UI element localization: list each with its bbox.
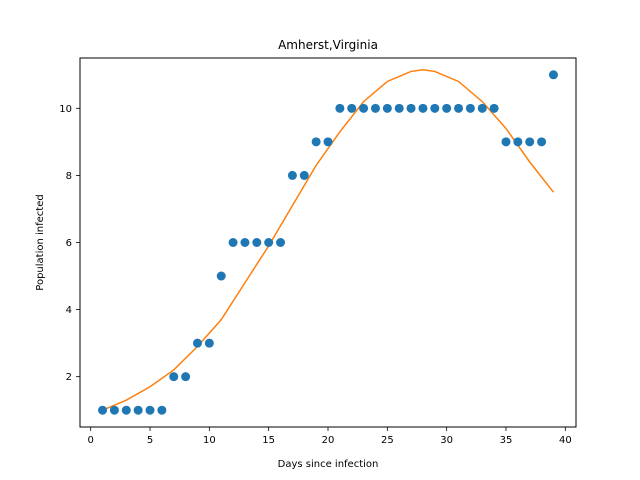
data-point (489, 103, 499, 113)
data-point (335, 103, 345, 113)
plot-content (98, 68, 558, 415)
x-tick-label: 10 (203, 435, 216, 446)
y-tick-label: 6 (66, 238, 72, 249)
data-point (465, 103, 475, 113)
data-point (548, 70, 558, 80)
y-axis-label: Population infected (35, 194, 46, 290)
data-point (181, 372, 191, 382)
data-point (276, 238, 286, 247)
data-point (323, 137, 333, 147)
data-point (252, 238, 262, 247)
x-tick-label: 20 (322, 435, 335, 446)
data-point (169, 372, 179, 382)
data-point (204, 338, 214, 348)
data-point (109, 405, 119, 415)
data-point (501, 137, 511, 147)
data-point (121, 405, 131, 415)
x-tick-label: 35 (500, 435, 513, 446)
x-axis-ticks: 0 5 10 15 20 25 30 35 40 (87, 427, 572, 446)
data-point (287, 170, 297, 180)
x-tick-label: 0 (87, 435, 93, 446)
data-point (442, 103, 452, 113)
data-point (264, 238, 274, 247)
data-point (370, 103, 380, 113)
data-point (454, 103, 464, 113)
data-point (347, 103, 357, 113)
fit-line (102, 68, 555, 411)
x-tick-label: 5 (147, 435, 153, 446)
data-point (240, 238, 250, 247)
y-tick-label: 10 (59, 104, 72, 115)
y-tick-label: 4 (66, 305, 72, 316)
data-point (430, 103, 440, 113)
chart-title: Amherst,Virginia (278, 38, 378, 52)
data-point (192, 338, 202, 348)
data-point (228, 238, 238, 247)
data-point (145, 405, 155, 415)
data-point (525, 137, 535, 147)
data-point (537, 137, 547, 147)
x-tick-label: 15 (262, 435, 275, 446)
data-point (157, 405, 167, 415)
data-point (98, 405, 108, 415)
data-point (299, 170, 309, 180)
x-axis-label: Days since infection (278, 459, 379, 470)
y-axis-ticks: 2 4 6 8 10 (59, 104, 80, 383)
data-point (406, 103, 416, 113)
data-point (477, 103, 487, 113)
y-tick-label: 8 (66, 171, 72, 182)
data-point (513, 137, 523, 147)
x-tick-label: 40 (559, 435, 572, 446)
data-point (133, 405, 143, 415)
data-point (382, 103, 392, 113)
data-point (359, 103, 369, 113)
data-point (394, 103, 404, 113)
data-point (216, 271, 226, 281)
data-point (418, 103, 428, 113)
x-tick-label: 30 (440, 435, 453, 446)
y-tick-label: 2 (66, 372, 72, 383)
data-point (311, 137, 321, 147)
x-tick-label: 25 (381, 435, 394, 446)
